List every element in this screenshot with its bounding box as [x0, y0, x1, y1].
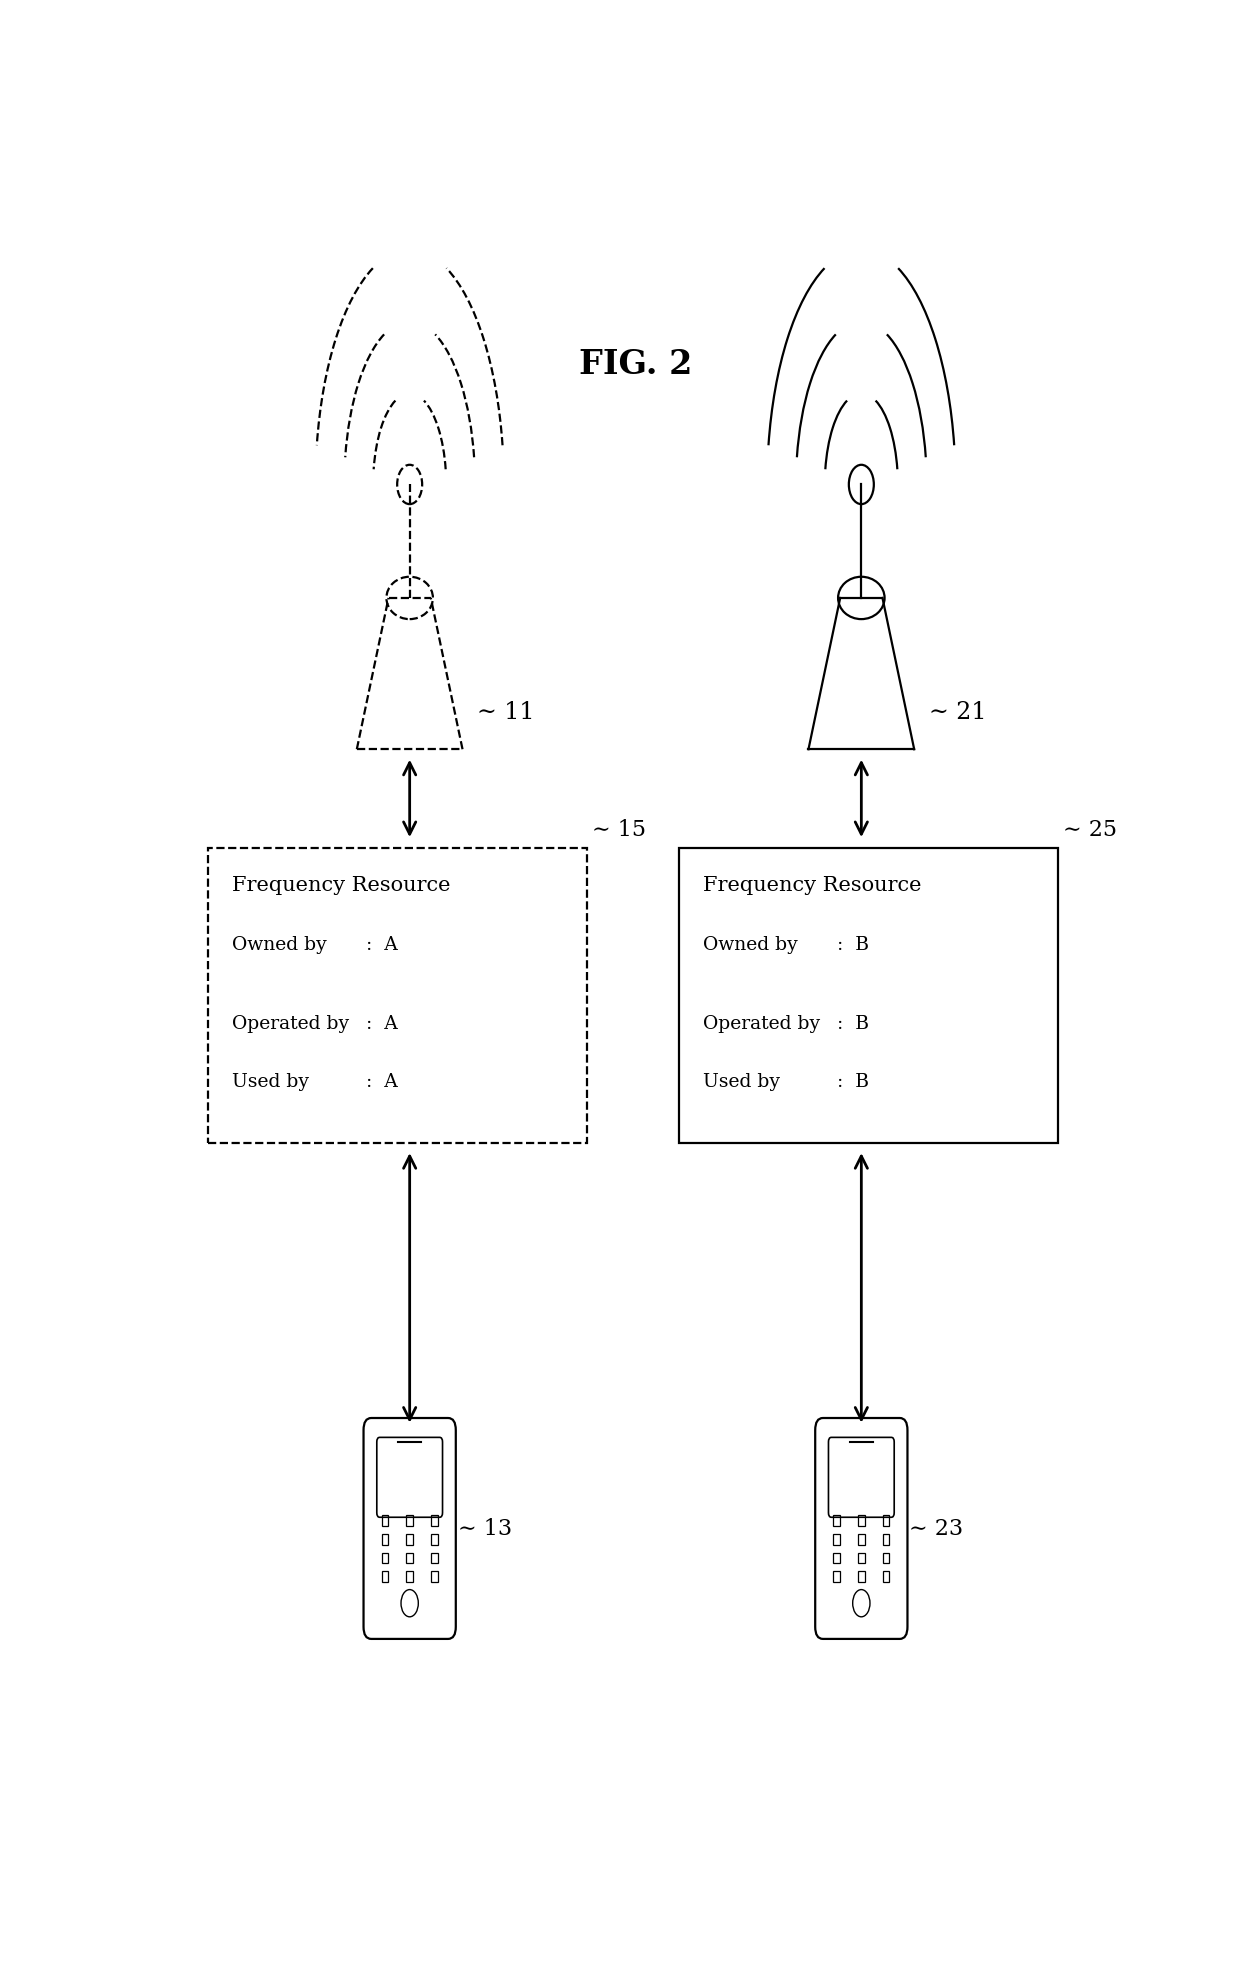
Text: :  B: : B	[837, 937, 869, 955]
Text: :  A: : A	[367, 1015, 398, 1033]
Text: ∼ 21: ∼ 21	[929, 701, 986, 723]
Bar	[382, 1516, 388, 1526]
Text: Owned by: Owned by	[703, 937, 797, 955]
Text: :  A: : A	[367, 937, 398, 955]
Bar	[407, 1571, 413, 1583]
Text: Used by: Used by	[232, 1072, 309, 1090]
Bar	[858, 1516, 864, 1526]
Text: Used by: Used by	[703, 1072, 780, 1090]
Bar	[833, 1534, 839, 1546]
Bar	[432, 1534, 438, 1546]
Text: Operated by: Operated by	[232, 1015, 348, 1033]
Bar	[883, 1516, 889, 1526]
Text: FIG. 2: FIG. 2	[579, 348, 692, 381]
Bar	[407, 1516, 413, 1526]
Bar	[883, 1554, 889, 1563]
Bar	[432, 1516, 438, 1526]
Text: ∼ 25: ∼ 25	[1063, 819, 1117, 841]
Bar	[208, 848, 588, 1143]
Bar	[883, 1571, 889, 1583]
Bar	[678, 848, 1059, 1143]
Text: :  A: : A	[367, 1072, 398, 1090]
Bar	[382, 1554, 388, 1563]
Text: Frequency Resource: Frequency Resource	[232, 876, 450, 894]
Bar	[833, 1516, 839, 1526]
Bar	[432, 1554, 438, 1563]
Bar	[382, 1534, 388, 1546]
Bar	[382, 1571, 388, 1583]
Bar	[432, 1571, 438, 1583]
Text: Operated by: Operated by	[703, 1015, 820, 1033]
Text: :  B: : B	[837, 1015, 869, 1033]
Text: ∼ 23: ∼ 23	[909, 1518, 963, 1540]
Text: Frequency Resource: Frequency Resource	[703, 876, 921, 894]
Bar	[858, 1534, 864, 1546]
Bar	[833, 1554, 839, 1563]
Text: ∼ 11: ∼ 11	[477, 701, 534, 723]
Bar	[858, 1554, 864, 1563]
Text: ∼ 13: ∼ 13	[458, 1518, 512, 1540]
Text: ∼ 15: ∼ 15	[593, 819, 646, 841]
Bar	[407, 1554, 413, 1563]
Text: Owned by: Owned by	[232, 937, 326, 955]
Bar	[883, 1534, 889, 1546]
Text: :  B: : B	[837, 1072, 869, 1090]
Bar	[833, 1571, 839, 1583]
Bar	[407, 1534, 413, 1546]
Bar	[858, 1571, 864, 1583]
